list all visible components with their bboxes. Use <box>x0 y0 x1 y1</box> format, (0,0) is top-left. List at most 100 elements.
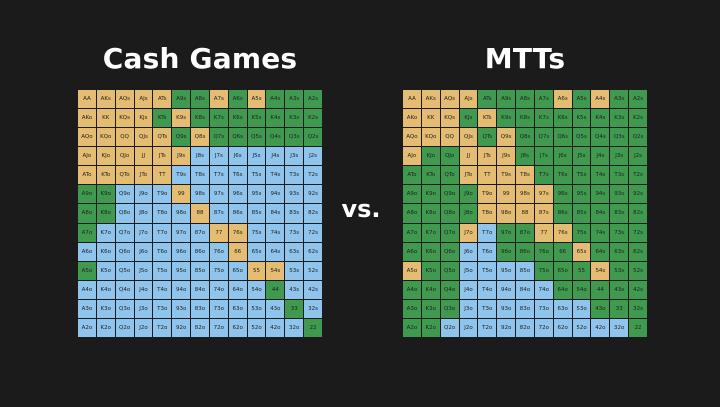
hand-cell: T5o <box>478 261 497 280</box>
hand-cell: T3o <box>153 299 172 318</box>
hand-cell: T2s <box>629 166 647 185</box>
hand-cell: T8o <box>478 204 497 223</box>
hand-cell: T2o <box>153 318 172 337</box>
hand-cell: A8o <box>78 204 96 223</box>
hand-cell: 95o <box>497 261 516 280</box>
hand-cell: TT <box>478 166 497 185</box>
hand-cell: Q7o <box>440 223 459 242</box>
hand-cell: 63o <box>553 299 572 318</box>
hand-cell: Q5s <box>247 128 266 147</box>
hand-cell: K9s <box>172 109 191 128</box>
hand-cell: 85o <box>191 261 209 280</box>
hand-cell: 88 <box>516 204 534 223</box>
mtts-title: MTTs <box>484 42 566 75</box>
hand-cell: QJo <box>115 147 134 166</box>
hand-cell: 84s <box>591 204 610 223</box>
hand-cell: T4s <box>266 166 285 185</box>
hand-cell: KJs <box>459 109 478 128</box>
hand-cell: A2s <box>629 90 647 109</box>
hand-cell: 86s <box>228 204 247 223</box>
hand-cell: ATo <box>78 166 96 185</box>
hand-cell: JTo <box>459 166 478 185</box>
hand-cell: 99 <box>497 185 516 204</box>
hand-cell: J6o <box>134 242 153 261</box>
hand-cell: AJs <box>459 90 478 109</box>
hand-cell: Q8s <box>191 128 209 147</box>
hand-cell: K7o <box>421 223 440 242</box>
hand-cell: J3s <box>610 147 629 166</box>
hand-cell: T6s <box>228 166 247 185</box>
hand-cell: 93s <box>285 185 304 204</box>
hand-cell: J3s <box>285 147 304 166</box>
hand-cell: 82s <box>304 204 322 223</box>
hand-cell: 64s <box>266 242 285 261</box>
hand-cell: 97o <box>172 223 191 242</box>
cash-games-range-grid: AA AKs AQs AJs ATs A9s A8s A7s A6s A5s A4s A3s A2s AK… <box>78 90 322 337</box>
hand-cell: 75o <box>534 261 553 280</box>
hand-cell: Q5s <box>572 128 591 147</box>
hand-cell: 96o <box>497 242 516 261</box>
hand-cell: K9s <box>497 109 516 128</box>
hand-cell: A9o <box>78 185 96 204</box>
hand-cell: A7s <box>534 90 553 109</box>
hand-cell: 88 <box>191 204 209 223</box>
hand-cell: 75s <box>572 223 591 242</box>
hand-cell: T6s <box>553 166 572 185</box>
hand-cell: Q6o <box>115 242 134 261</box>
hand-cell: J4s <box>591 147 610 166</box>
hand-cell: 92o <box>497 318 516 337</box>
hand-cell: T3o <box>478 299 497 318</box>
hand-cell: 85s <box>247 204 266 223</box>
hand-cell: QTs <box>153 128 172 147</box>
hand-cell: KJs <box>134 109 153 128</box>
hand-cell: 98o <box>172 204 191 223</box>
hand-cell: A3s <box>285 90 304 109</box>
hand-cell: KTo <box>96 166 115 185</box>
hand-cell: T7o <box>478 223 497 242</box>
hand-cell: 87s <box>534 204 553 223</box>
hand-cell: 64o <box>553 280 572 299</box>
hand-cell: T9o <box>153 185 172 204</box>
hand-cell: 66 <box>553 242 572 261</box>
hand-cell: T3s <box>285 166 304 185</box>
hand-cell: K7s <box>209 109 228 128</box>
hand-cell: A5s <box>247 90 266 109</box>
hand-cell: JTo <box>134 166 153 185</box>
hand-cell: 75o <box>209 261 228 280</box>
hand-cell: J7s <box>209 147 228 166</box>
hand-cell: A9s <box>172 90 191 109</box>
hand-cell: Q5o <box>115 261 134 280</box>
hand-cell: 94s <box>266 185 285 204</box>
hand-cell: Q4o <box>440 280 459 299</box>
hand-cell: Q2o <box>115 318 134 337</box>
hand-cell: 86o <box>191 242 209 261</box>
hand-cell: AA <box>403 90 421 109</box>
hand-cell: A6o <box>78 242 96 261</box>
vs-label: vs. <box>341 195 381 223</box>
hand-cell: AQo <box>78 128 96 147</box>
hand-cell: A5s <box>572 90 591 109</box>
hand-cell: T8s <box>516 166 534 185</box>
hand-cell: KQs <box>115 109 134 128</box>
hand-cell: 42s <box>629 280 647 299</box>
hand-cell: K5s <box>247 109 266 128</box>
hand-cell: 32o <box>610 318 629 337</box>
hand-cell: 72s <box>629 223 647 242</box>
hand-cell: QQ <box>115 128 134 147</box>
hand-cell: K7o <box>96 223 115 242</box>
hand-cell: 22 <box>304 318 322 337</box>
hand-cell: Q9s <box>172 128 191 147</box>
hand-cell: J3o <box>459 299 478 318</box>
hand-cell: J4o <box>134 280 153 299</box>
hand-cell: 63s <box>285 242 304 261</box>
hand-cell: A4s <box>591 90 610 109</box>
hand-cell: QQ <box>440 128 459 147</box>
hand-cell: Q2o <box>440 318 459 337</box>
hand-cell: K6s <box>553 109 572 128</box>
hand-cell: 93o <box>497 299 516 318</box>
hand-cell: 52o <box>247 318 266 337</box>
hand-cell: J6s <box>228 147 247 166</box>
hand-cell: 96s <box>228 185 247 204</box>
hand-cell: Q3s <box>285 128 304 147</box>
hand-cell: 43s <box>285 280 304 299</box>
